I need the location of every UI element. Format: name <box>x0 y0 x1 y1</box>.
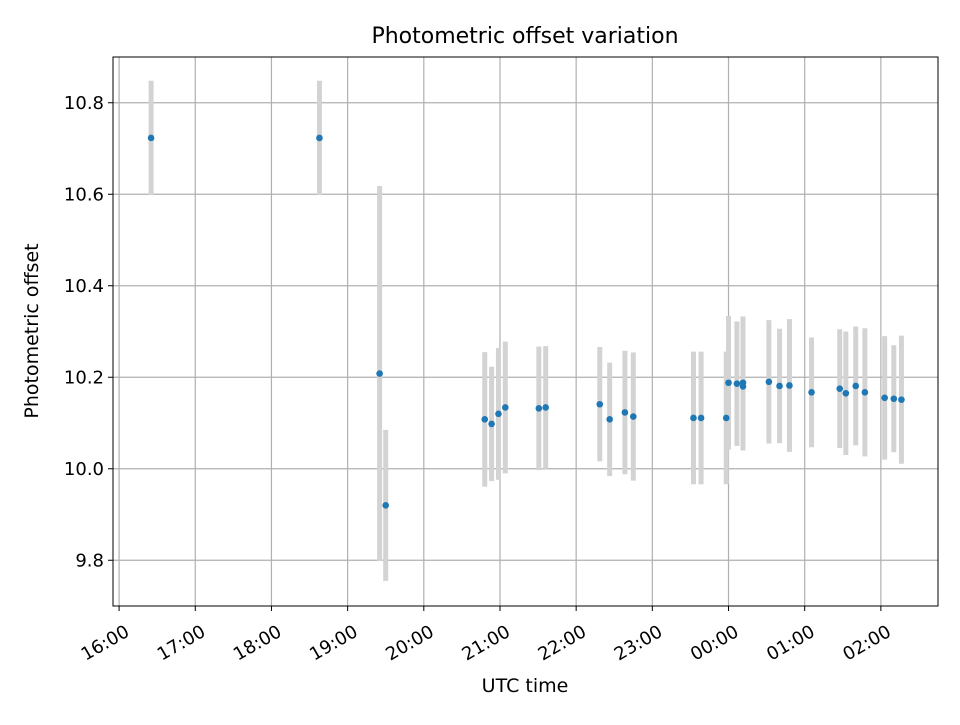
y-axis-ticks: 9.8 10.0 10.2 10.4 10.6 10.8 <box>64 93 113 571</box>
data-point <box>629 413 637 420</box>
data-point <box>495 410 502 418</box>
data-point <box>852 382 860 390</box>
data-point <box>316 134 323 142</box>
y-tick-label: 10.6 <box>64 184 104 205</box>
data-point <box>382 502 390 509</box>
data-point <box>542 404 549 411</box>
chart-title: Photometric offset variation <box>371 24 678 49</box>
data-point <box>535 405 543 412</box>
y-tick-label: 9.8 <box>75 550 104 571</box>
data-point <box>898 396 905 403</box>
data-point <box>739 379 747 387</box>
plot-area-frame <box>112 56 939 607</box>
y-tick-label: 10.0 <box>64 459 104 480</box>
data-point <box>765 378 773 386</box>
grid-lines <box>113 57 938 606</box>
y-tick-label: 10.8 <box>64 93 104 114</box>
data-point <box>786 382 793 389</box>
data-point <box>481 416 489 423</box>
data-point <box>842 389 850 397</box>
data-point <box>722 414 730 422</box>
data-points <box>147 134 905 509</box>
data-point <box>690 414 697 422</box>
data-point <box>697 414 705 422</box>
data-point <box>733 380 741 387</box>
data-point <box>376 370 383 377</box>
data-point <box>488 420 495 428</box>
y-tick-label: 10.2 <box>64 367 104 388</box>
data-point <box>776 382 783 390</box>
data-point <box>861 389 869 396</box>
y-tick-label: 10.4 <box>64 276 104 297</box>
data-point <box>725 379 732 387</box>
data-point <box>606 416 613 423</box>
data-point <box>881 394 888 402</box>
data-point <box>621 409 629 416</box>
data-point <box>147 134 155 142</box>
data-point <box>836 385 844 392</box>
y-axis-label: Photometric offset <box>21 243 43 418</box>
data-point <box>502 404 509 411</box>
data-point <box>596 400 604 408</box>
data-point <box>890 395 898 403</box>
data-point <box>808 389 815 396</box>
x-axis-label: UTC time <box>482 675 569 697</box>
